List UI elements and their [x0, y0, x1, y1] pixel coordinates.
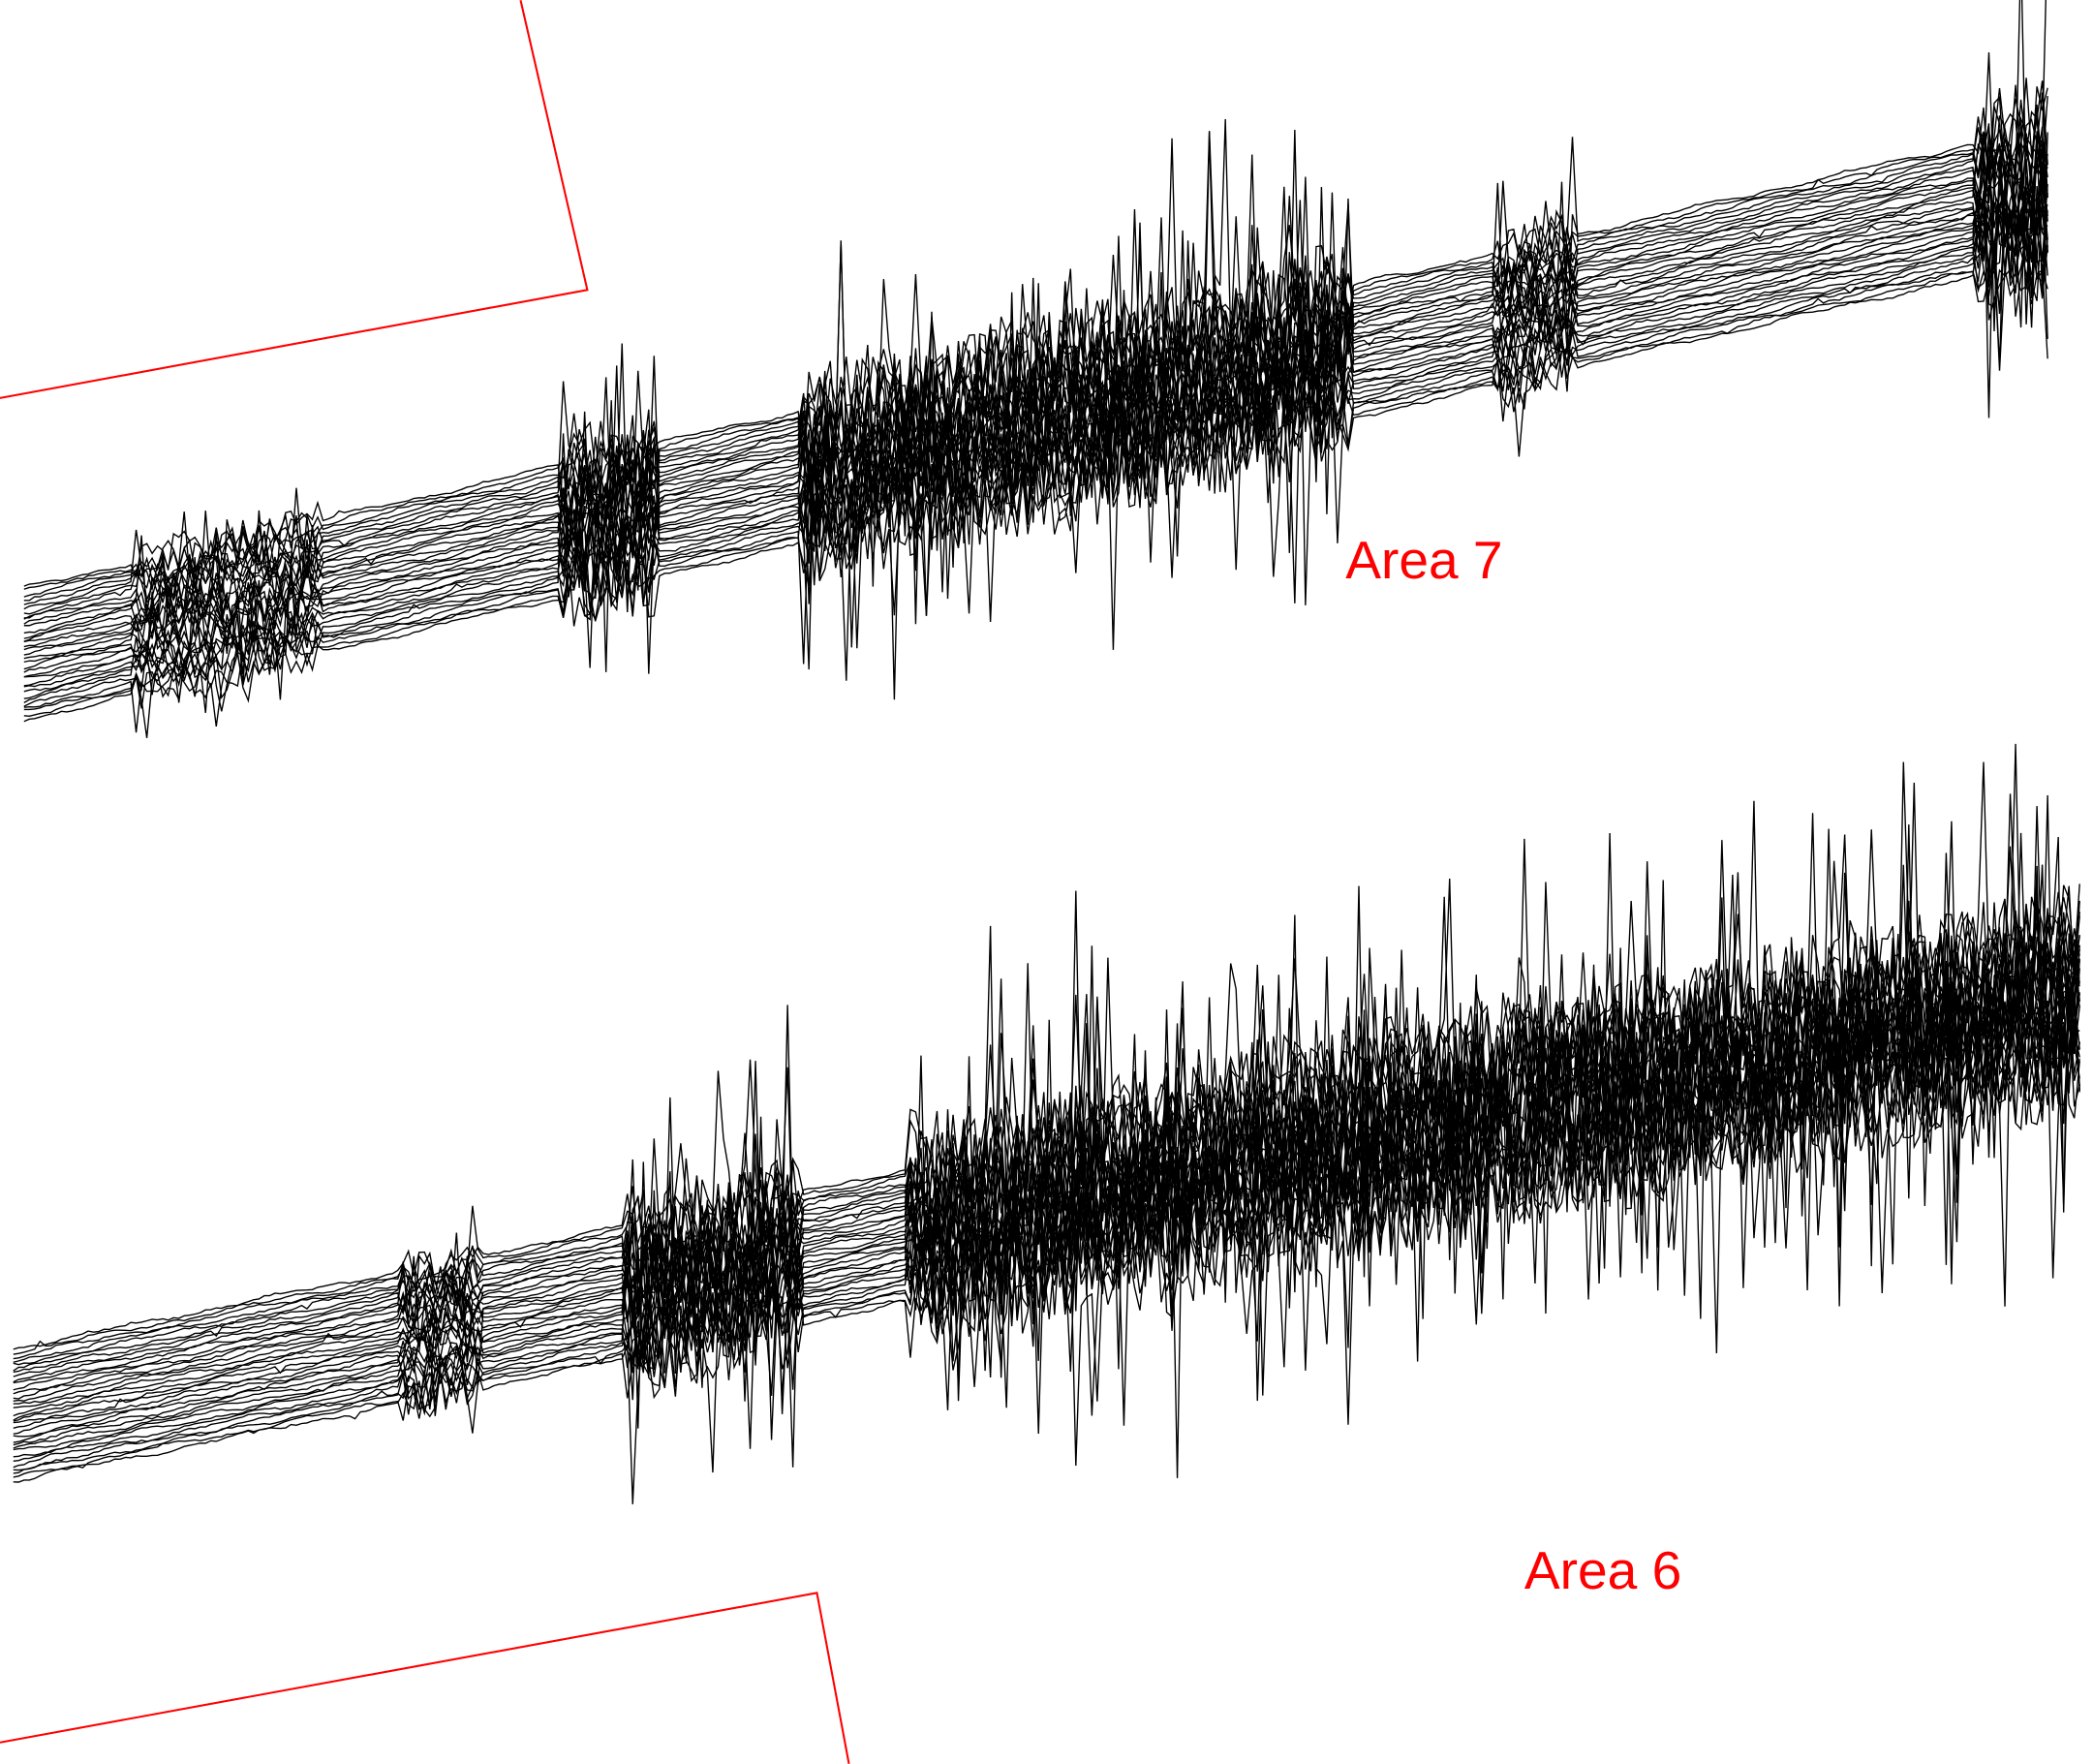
area-label: Area 6	[1524, 1540, 1681, 1600]
trace	[23, 0, 2048, 610]
trace	[23, 203, 2048, 704]
trace	[23, 199, 2048, 733]
trace	[23, 189, 2048, 688]
trace	[13, 1009, 2080, 1478]
trace	[13, 885, 2080, 1468]
trace	[23, 170, 2048, 703]
trace	[23, 207, 2048, 727]
trace	[13, 864, 2080, 1478]
trace	[23, 52, 2048, 664]
waterfall-bottom	[13, 743, 2080, 1504]
trace	[13, 875, 2080, 1408]
trace	[23, 126, 2048, 625]
trace	[13, 955, 2080, 1504]
region-outline	[0, 0, 589, 399]
area-label: Area 7	[1345, 530, 1502, 590]
trace	[23, 162, 2048, 660]
waterfall-top	[23, 0, 2048, 738]
region-outline	[0, 1592, 850, 1764]
trace	[13, 940, 2080, 1434]
trace	[13, 947, 2080, 1483]
trace	[23, 213, 2048, 718]
